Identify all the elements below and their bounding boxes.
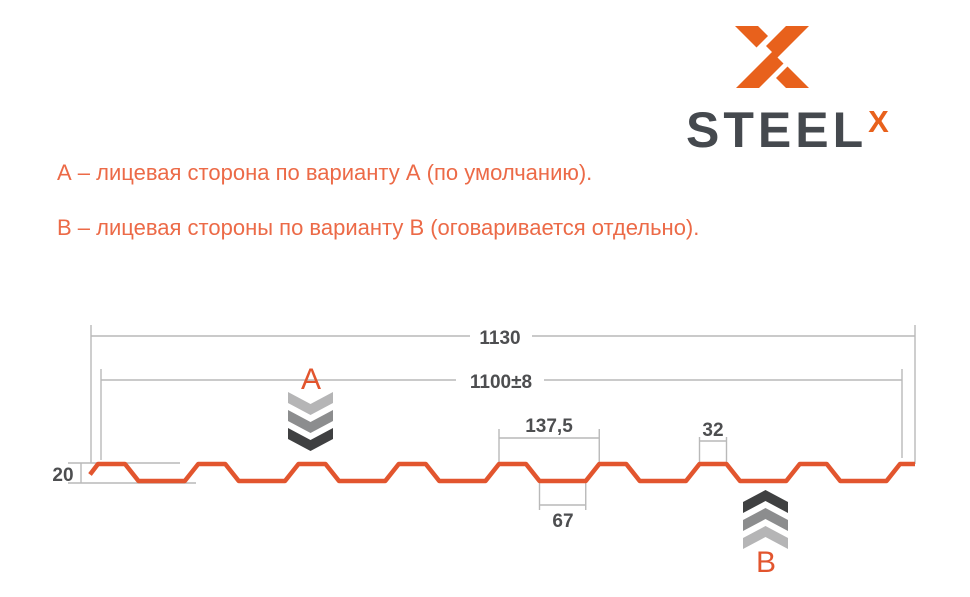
variant-b-label: B xyxy=(756,546,776,579)
logo-wordmark: STEELX xyxy=(686,101,889,159)
variant-a-label: A xyxy=(301,363,321,396)
steelx-logo: STEELX xyxy=(660,0,960,160)
steelx-x-icon xyxy=(735,26,809,88)
note-variant-b: В – лицевая стороны по варианту В (огова… xyxy=(57,215,700,240)
chevron-down-mid-icon xyxy=(288,410,333,433)
chevron-up-dark-icon xyxy=(743,490,788,513)
dim-label-profile-height: 20 xyxy=(52,465,73,486)
dim-label-working-width: 1100±8 xyxy=(470,372,532,393)
x-icon-zigzag-band xyxy=(736,26,809,88)
brand-sup-x: X xyxy=(868,104,889,139)
profile-outline xyxy=(88,461,915,484)
dim-label-rib-top-width: 32 xyxy=(702,420,723,441)
x-icon-bottom-right-arm xyxy=(776,66,809,88)
dim-label-rib-pitch: 137,5 xyxy=(525,416,573,437)
chevron-up-light-icon xyxy=(743,526,788,549)
variant-b-marker: B xyxy=(743,490,788,579)
dimension-lines xyxy=(68,325,916,510)
variant-a-marker: A xyxy=(288,363,333,451)
dim-label-valley-width: 67 xyxy=(552,511,573,532)
dim-label-total-width: 1130 xyxy=(479,328,520,349)
x-icon-top-left-arm xyxy=(735,26,768,48)
brand-name: STEEL xyxy=(686,102,868,158)
profile-diagram: 1130 1100±8 137,5 32 20 67 A B xyxy=(52,325,916,579)
chevron-down-light-icon xyxy=(288,392,333,415)
note-variant-a: А – лицевая сторона по варианту А (по ум… xyxy=(57,160,593,185)
chevron-down-dark-icon xyxy=(288,428,333,451)
chevron-up-mid-icon xyxy=(743,508,788,531)
